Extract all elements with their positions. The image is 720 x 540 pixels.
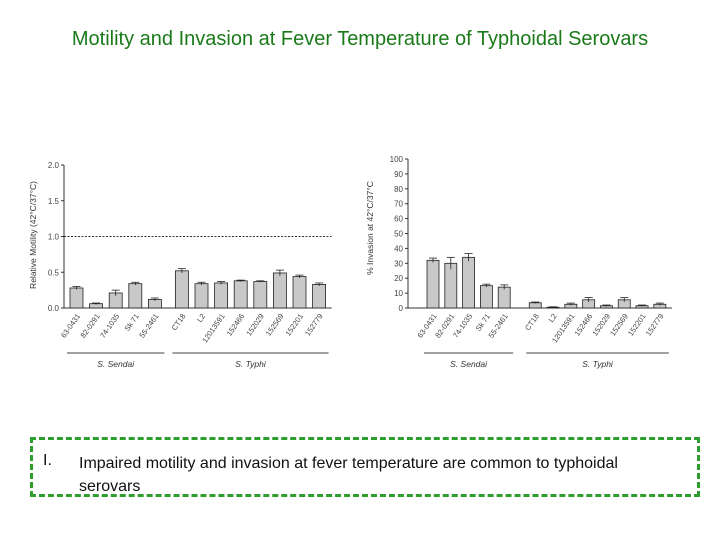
bar	[479, 285, 493, 309]
y-tick-label: 0.5	[48, 268, 60, 277]
figure-canvas: 0.0 0.5 1.0 1.5 2.0 Relative Motility (42°C/3…	[28, 155, 672, 369]
y-tick-label: 0.0	[48, 304, 60, 313]
category-label: L2	[195, 312, 207, 324]
bar	[497, 286, 511, 309]
slide-title: Motility and Invasion at Fever Temperatu…	[71, 28, 649, 50]
group-label: S. Typhi	[235, 359, 267, 369]
category-label: 152466	[225, 312, 247, 338]
category-label: 152779	[644, 312, 666, 338]
y-axis-label: % Invasion at 42°C/37°C	[365, 181, 375, 275]
bar	[444, 262, 458, 309]
group-label: S. Sendai	[450, 359, 488, 369]
bar	[233, 280, 248, 309]
category-label: L2	[547, 312, 559, 324]
bar	[194, 283, 209, 309]
category-label: CT18	[523, 312, 541, 332]
caption-number: I.	[43, 452, 52, 469]
caption-text: Impaired motility and invasion at fever …	[79, 455, 618, 495]
category-label: Sk 71	[123, 312, 141, 333]
category-label: 55-2461	[137, 312, 160, 340]
bar	[312, 284, 327, 309]
bar	[253, 281, 268, 309]
y-tick-label: 1.0	[48, 233, 60, 242]
category-label: 152201	[283, 312, 305, 338]
bar	[174, 270, 189, 309]
caption-box: I. Impaired motility and invasion at fev…	[30, 437, 700, 497]
category-label: 152569	[264, 312, 286, 338]
motility-chart: 0.0 0.5 1.0 1.5 2.0 Relative Motility (42°C/3…	[28, 161, 332, 369]
group-label: S. Typhi	[582, 359, 614, 369]
y-tick-label: 60	[394, 215, 403, 224]
y-tick-label: 2.0	[48, 161, 60, 170]
y-tick-label: 20	[394, 274, 403, 283]
y-tick-label: 40	[394, 244, 403, 253]
y-tick-label: 80	[394, 185, 403, 194]
category-label: 152029	[244, 312, 266, 338]
invasion-chart: 0 10 20 30 40 50 60 70 80 90 100 % Invasion at 42°C…	[365, 155, 672, 369]
group-label: S. Sendai	[97, 359, 135, 369]
y-tick-label: 30	[394, 259, 403, 268]
bar	[426, 259, 440, 309]
y-tick-label: 100	[390, 155, 404, 164]
y-tick-label: 90	[394, 170, 403, 179]
y-tick-label: 1.5	[48, 197, 60, 206]
y-tick-label: 50	[394, 230, 403, 239]
bar	[214, 282, 229, 309]
y-tick-label: 10	[394, 289, 403, 298]
y-axis-label: Relative Motility (42°C/37°C)	[28, 181, 38, 289]
y-tick-label: 0	[399, 304, 404, 313]
bar	[528, 302, 542, 309]
category-label: 74-1035	[98, 312, 121, 340]
bar	[462, 256, 476, 309]
category-label: 152779	[303, 312, 325, 338]
bar	[128, 283, 143, 309]
category-label: CT18	[170, 312, 188, 332]
y-tick-label: 70	[394, 200, 403, 209]
bar	[69, 287, 84, 309]
bar	[272, 272, 287, 309]
bar	[292, 276, 307, 309]
